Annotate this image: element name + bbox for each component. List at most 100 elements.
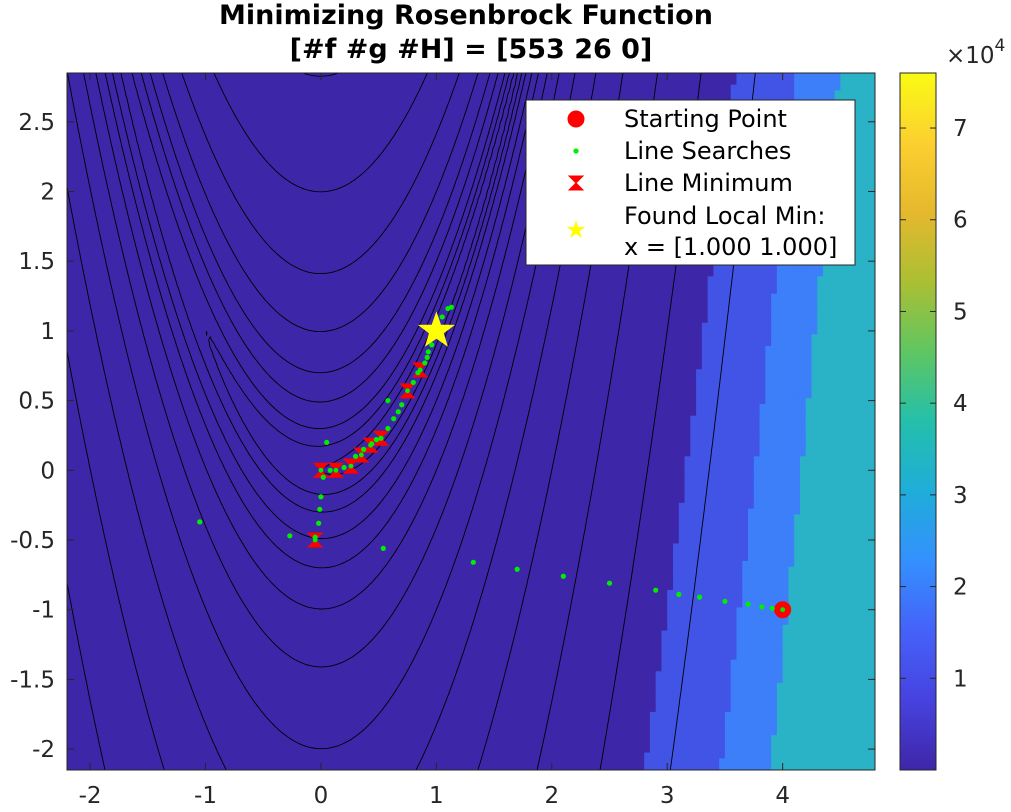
contour-band-cell [240,195,246,201]
contour-band-cell [575,73,581,79]
contour-band-cell [309,119,315,125]
contour-band-cell [425,160,431,166]
contour-band-cell [73,90,79,96]
contour-band-cell [419,207,425,213]
contour-band-cell [592,270,598,276]
contour-band-cell [390,224,396,230]
contour-band-cell [269,218,275,224]
contour-band-cell [194,90,200,96]
contour-band-cell [327,143,333,149]
contour-band-cell [396,79,402,85]
contour-band-cell [356,160,362,166]
contour-band-cell [321,90,327,96]
contour-band-cell [252,73,258,79]
contour-band-cell [321,230,327,236]
contour-band-cell [425,259,431,265]
contour-band-cell [540,265,546,271]
contour-band-cell [96,79,102,85]
contour-band-cell [217,73,223,79]
contour-band-cell [67,183,73,189]
contour-band-cell [477,79,483,85]
contour-band-cell [304,265,310,271]
contour-band-cell [702,90,708,96]
contour-band-cell [292,119,298,125]
contour-band-cell [598,265,604,271]
contour-band-cell [263,90,269,96]
contour-band-cell [211,102,217,108]
contour-band-cell [788,79,794,85]
contour-band-cell [858,189,864,195]
contour-band-cell [90,241,96,247]
contour-band-cell [777,90,783,96]
contour-band-cell [73,166,79,172]
contour-band-cell [304,195,310,201]
contour-band-cell [292,154,298,160]
contour-band-cell [338,189,344,195]
contour-band-cell [165,236,171,242]
contour-band-cell [79,195,85,201]
contour-band-cell [182,230,188,236]
contour-band-cell [263,96,269,102]
contour-band-cell [206,96,212,102]
contour-band-cell [506,253,512,259]
contour-band-cell [413,253,419,259]
contour-band-cell [546,276,552,282]
contour-band-cell [408,195,414,201]
contour-band-cell [338,236,344,242]
contour-band-cell [257,265,263,271]
contour-band-cell [563,79,569,85]
contour-band-cell [298,236,304,242]
contour-band-cell [327,119,333,125]
contour-band-cell [338,224,344,230]
contour-band-cell [459,102,465,108]
contour-band-cell [217,102,223,108]
contour-band-cell [650,79,656,85]
contour-band-cell [338,207,344,213]
contour-band-cell [413,160,419,166]
contour-band-cell [413,218,419,224]
contour-band-cell [615,90,621,96]
contour-band-cell [419,178,425,184]
contour-band-cell [257,212,263,218]
contour-band-cell [206,230,212,236]
contour-band-cell [390,183,396,189]
contour-band-cell [586,73,592,79]
contour-band-cell [408,137,414,143]
contour-band-cell [73,131,79,137]
contour-band-cell [667,79,673,85]
contour-band-cell [67,207,73,213]
contour-band-cell [182,114,188,120]
contour-band-cell [863,90,869,96]
contour-band-cell [286,172,292,178]
contour-band-cell [459,73,465,79]
contour-band-cell [817,85,823,91]
contour-band-cell [263,253,269,259]
contour-band-cell [367,119,373,125]
contour-band-cell [217,108,223,114]
contour-band-cell [321,79,327,85]
contour-band-cell [506,270,512,276]
contour-band-cell [257,143,263,149]
contour-band-cell [252,276,258,282]
contour-band-cell [73,73,79,79]
contour-band-cell [246,125,252,131]
contour-band-cell [708,73,714,79]
contour-band-cell [292,79,298,85]
contour-band-cell [240,183,246,189]
contour-band-cell [863,253,869,259]
contour-band-cell [396,236,402,242]
contour-band-cell [275,102,281,108]
contour-band-cell [229,143,235,149]
contour-band-cell [252,154,258,160]
contour-band-cell [269,270,275,276]
contour-band-cell [182,259,188,265]
contour-band-cell [425,102,431,108]
contour-band-cell [234,276,240,282]
contour-band-cell [159,247,165,253]
contour-band-cell [765,265,771,271]
contour-band-cell [644,73,650,79]
contour-band-cell [130,218,136,224]
contour-band-cell [102,276,108,282]
contour-band-cell [211,108,217,114]
contour-band-cell [292,189,298,195]
